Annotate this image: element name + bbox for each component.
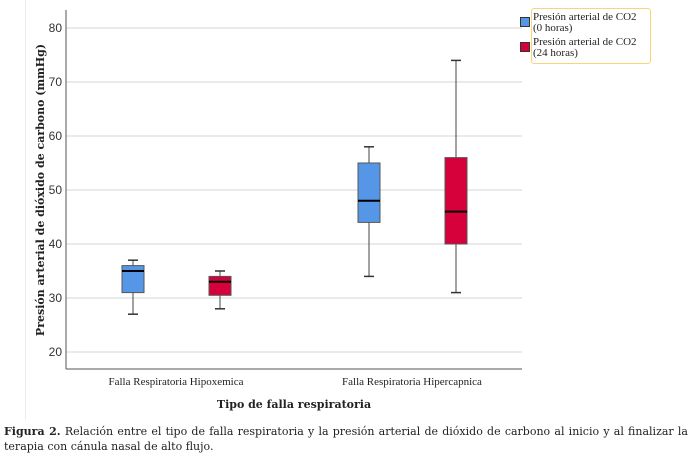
- box-0h-1: [357, 146, 381, 278]
- y-tick-label: 20: [49, 345, 63, 359]
- legend-label-line2: (24 horas): [533, 47, 578, 59]
- boxes: [121, 59, 468, 315]
- x-axis-title: Tipo de falla respiratoria: [217, 398, 371, 411]
- caption-label: Figura 2.: [4, 425, 61, 438]
- y-tick-label: 80: [49, 21, 63, 35]
- x-category-label: Falla Respiratoria Hipoxemica: [108, 376, 243, 388]
- y-axis-title: Presión arterial de dióxido de carbono (…: [34, 44, 47, 336]
- legend-label-line1: Presión arterial de CO2: [533, 36, 637, 48]
- box-0h-0: [121, 259, 145, 315]
- page-edge-line: [25, 0, 26, 420]
- legend-label-line2: (0 horas): [533, 22, 573, 34]
- legend-swatch-24h: [520, 42, 530, 52]
- figure-caption: Figura 2. Relación entre el tipo de fall…: [4, 424, 688, 454]
- iqr-box: [444, 157, 468, 245]
- legend-label-line1: Presión arterial de CO2: [533, 11, 637, 23]
- y-tick-label: 50: [49, 183, 63, 197]
- legend-label-0h: Presión arterial de CO2 (0 horas): [533, 12, 637, 34]
- boxplot-chart: 20 30 40 50 60 70 80 Falla Respiratoria Hipoxe…: [34, 10, 522, 411]
- box-24h-0: [208, 270, 232, 310]
- y-tick-label: 70: [49, 75, 63, 89]
- iqr-box: [208, 275, 232, 296]
- y-tick-label: 60: [49, 129, 63, 143]
- legend: [531, 8, 651, 64]
- legend-swatch-0h: [520, 17, 530, 27]
- x-category-label: Falla Respiratoria Hipercapnica: [342, 376, 482, 388]
- y-tick-label: 40: [49, 237, 63, 251]
- y-tick-labels: 20 30 40 50 60 70 80: [49, 21, 63, 359]
- box-24h-1: [444, 59, 468, 294]
- legend-label-24h: Presión arterial de CO2 (24 horas): [533, 37, 637, 59]
- caption-text: Relación entre el tipo de falla respirat…: [4, 425, 688, 453]
- iqr-box: [357, 162, 381, 223]
- iqr-box: [121, 265, 145, 294]
- y-tick-label: 30: [49, 291, 63, 305]
